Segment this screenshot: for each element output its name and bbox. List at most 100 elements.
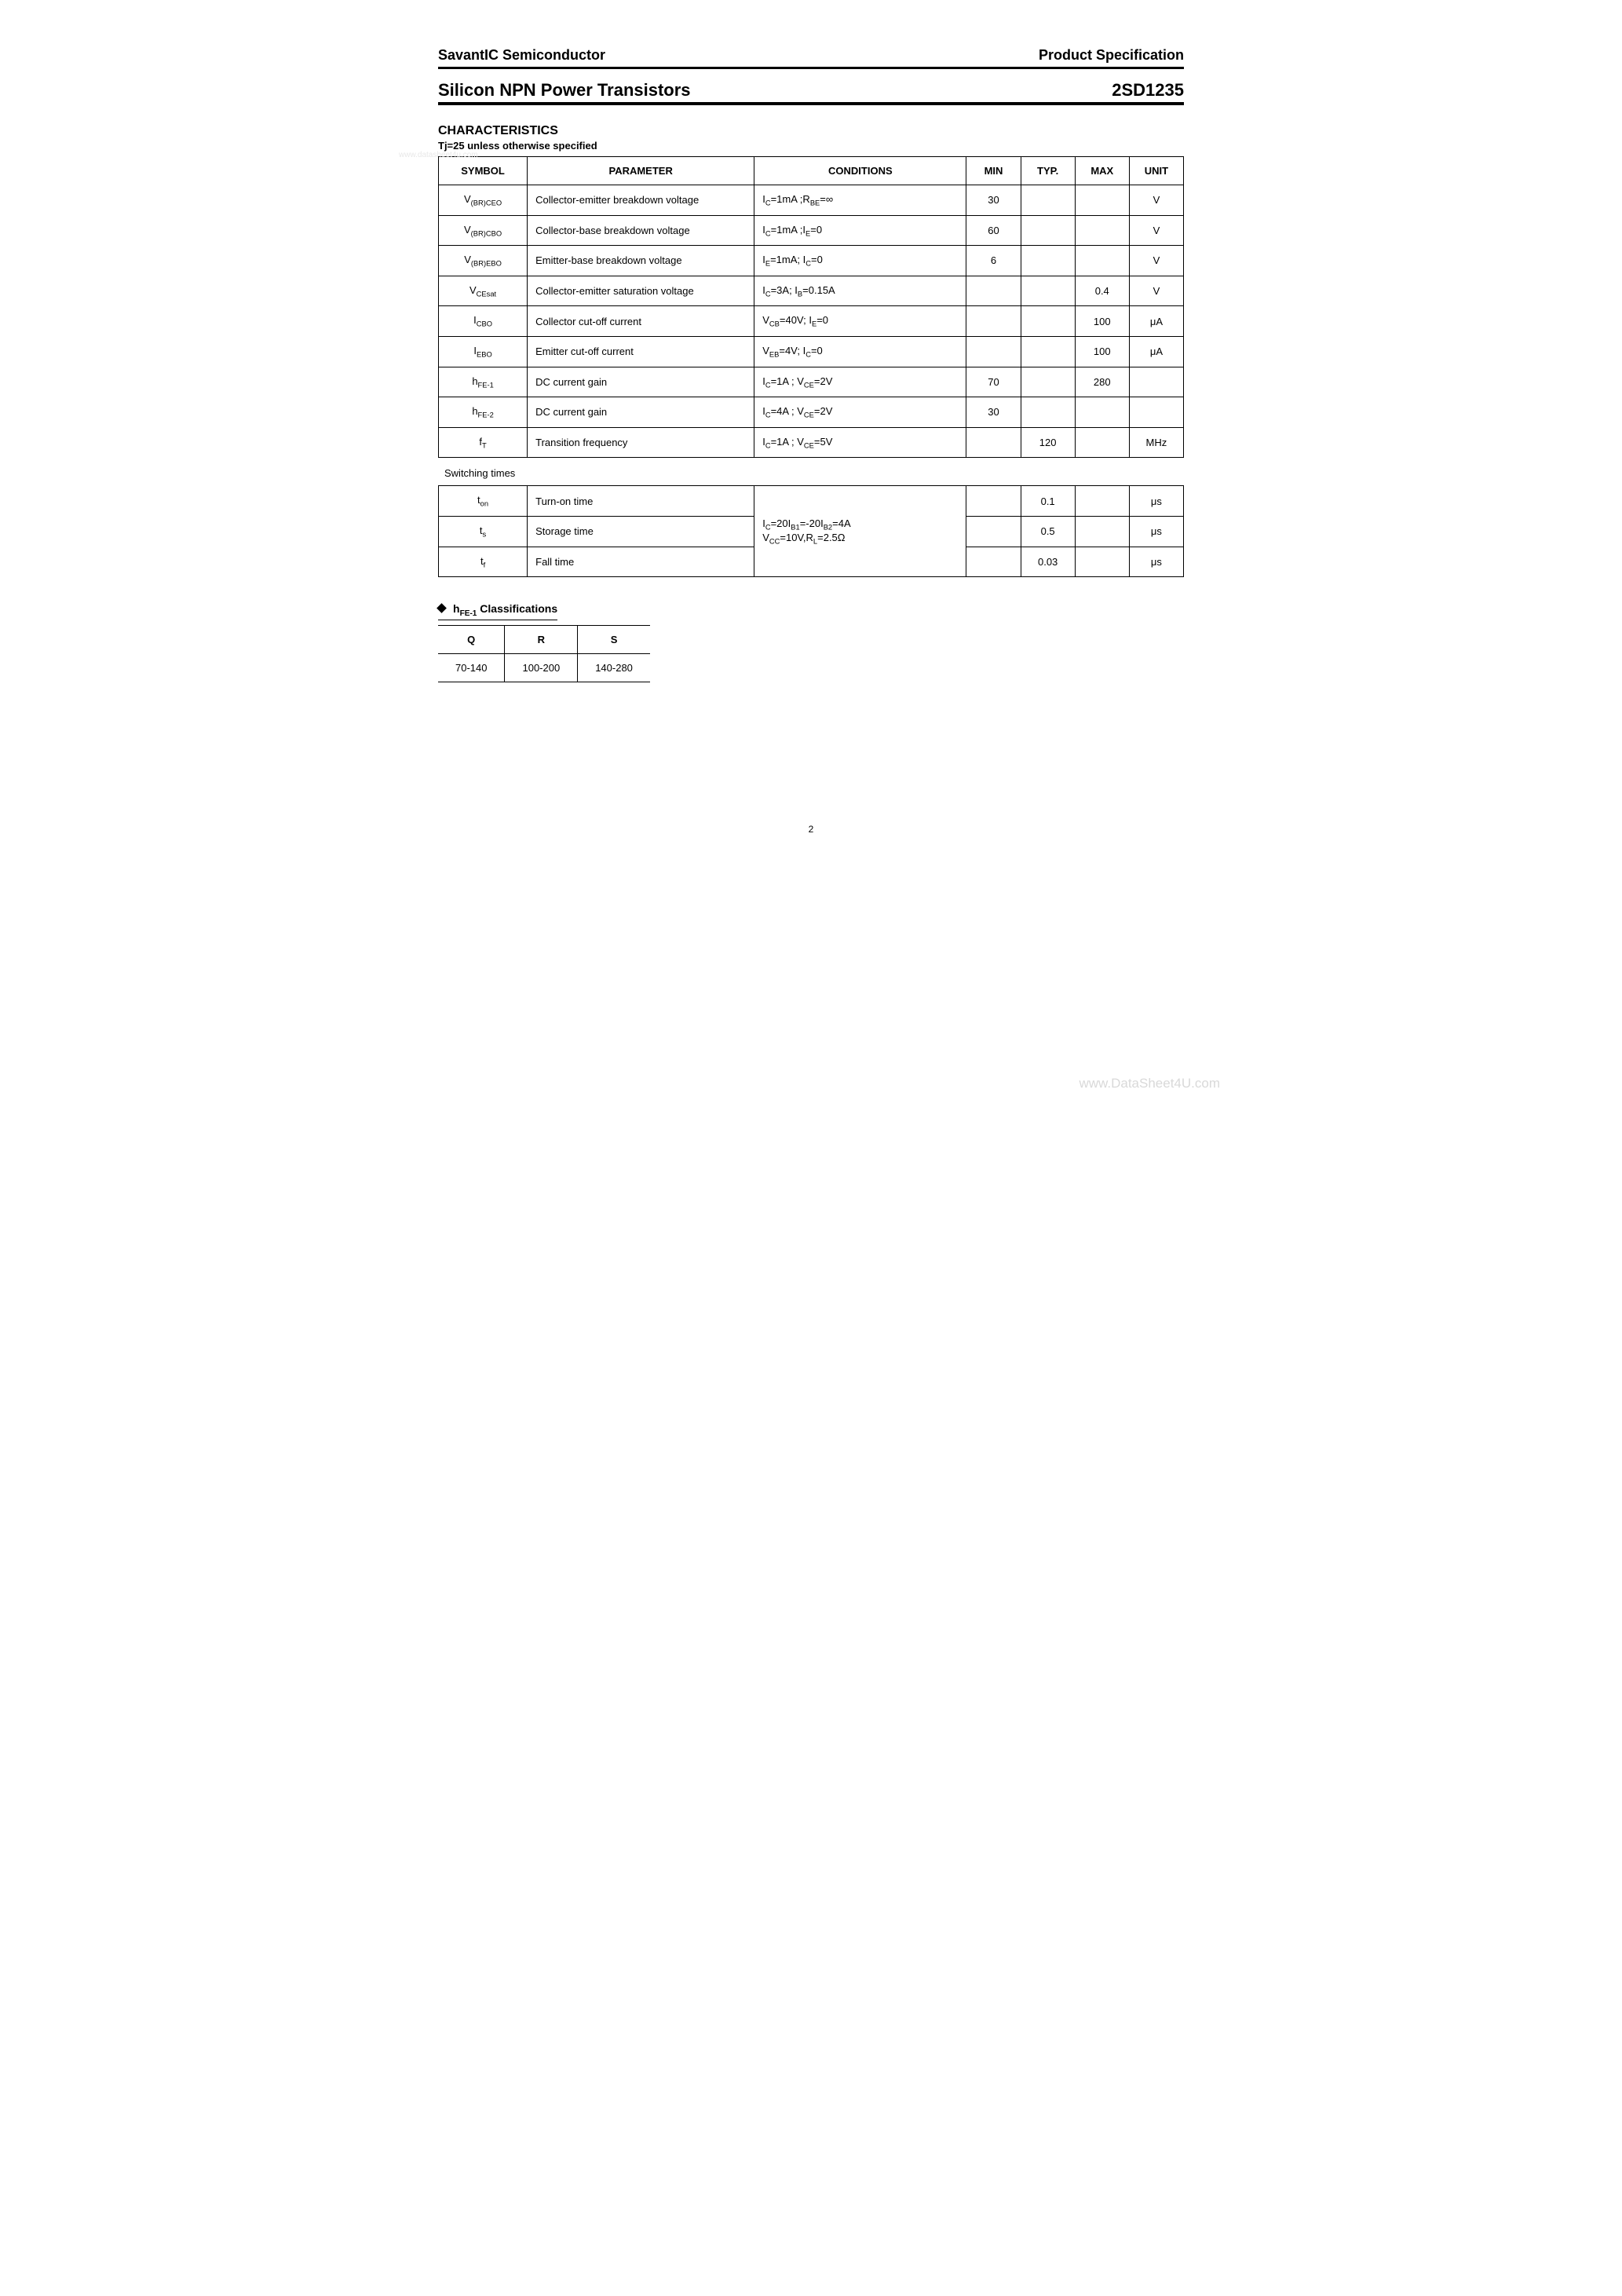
table-row: VCEsatCollector-emitter saturation volta… bbox=[439, 276, 1184, 306]
cell-typ bbox=[1021, 397, 1075, 428]
cell-max bbox=[1075, 427, 1129, 458]
cell-unit: V bbox=[1129, 246, 1183, 276]
header-row: SavantIC Semiconductor Product Specifica… bbox=[438, 47, 1184, 64]
cell-typ bbox=[1021, 276, 1075, 306]
cell-symbol: tf bbox=[439, 547, 528, 577]
cls-header-cell: Q bbox=[438, 625, 505, 653]
th-symbol: SYMBOL bbox=[439, 157, 528, 185]
title-left: Silicon NPN Power Transistors bbox=[438, 80, 691, 101]
cell-unit: μA bbox=[1129, 306, 1183, 337]
cell-conditions: IE=1mA; IC=0 bbox=[754, 246, 966, 276]
cell-conditions: IC=4A ; VCE=2V bbox=[754, 397, 966, 428]
diamond-icon bbox=[437, 603, 447, 613]
cell-min bbox=[966, 427, 1021, 458]
cell-min bbox=[966, 336, 1021, 367]
cell-min bbox=[966, 547, 1021, 577]
cell-parameter: DC current gain bbox=[528, 397, 754, 428]
table-row: tonTurn-on timeIC=20IB1=-20IB2=4AVCC=10V… bbox=[439, 486, 1184, 517]
cell-conditions: VEB=4V; IC=0 bbox=[754, 336, 966, 367]
cell-max: 0.4 bbox=[1075, 276, 1129, 306]
cell-unit bbox=[1129, 367, 1183, 397]
table-row: IEBOEmitter cut-off currentVEB=4V; IC=0 1… bbox=[439, 336, 1184, 367]
cell-unit: μs bbox=[1129, 516, 1183, 547]
table-row: hFE-2DC current gainIC=4A ; VCE=2V30 bbox=[439, 397, 1184, 428]
th-conditions: CONDITIONS bbox=[754, 157, 966, 185]
cell-conditions: VCB=40V; IE=0 bbox=[754, 306, 966, 337]
header-company: SavantIC Semiconductor bbox=[438, 47, 605, 64]
cell-max bbox=[1075, 397, 1129, 428]
table-row: V(BR)CBOCollector-base breakdown voltage… bbox=[439, 215, 1184, 246]
cell-typ bbox=[1021, 306, 1075, 337]
cell-parameter: Emitter-base breakdown voltage bbox=[528, 246, 754, 276]
cell-max bbox=[1075, 246, 1129, 276]
characteristics-table: SYMBOL PARAMETER CONDITIONS MIN TYP. MAX… bbox=[438, 156, 1184, 458]
cell-unit: V bbox=[1129, 185, 1183, 216]
cell-unit: MHz bbox=[1129, 427, 1183, 458]
cell-min: 6 bbox=[966, 246, 1021, 276]
cell-conditions: IC=1A ; VCE=5V bbox=[754, 427, 966, 458]
cell-conditions: IC=20IB1=-20IB2=4AVCC=10V,RL=2.5Ω bbox=[754, 486, 966, 577]
cell-min: 70 bbox=[966, 367, 1021, 397]
switching-times-label: Switching times bbox=[438, 458, 1184, 485]
cell-typ: 120 bbox=[1021, 427, 1075, 458]
cell-min bbox=[966, 276, 1021, 306]
cell-unit: μs bbox=[1129, 486, 1183, 517]
cell-symbol: fT bbox=[439, 427, 528, 458]
th-typ: TYP. bbox=[1021, 157, 1075, 185]
cell-parameter: Collector-emitter saturation voltage bbox=[528, 276, 754, 306]
cell-min: 60 bbox=[966, 215, 1021, 246]
classifications-heading: hFE-1 Classifications bbox=[438, 602, 557, 620]
table-row: V(BR)EBOEmitter-base breakdown voltageIE… bbox=[439, 246, 1184, 276]
cell-typ: 0.5 bbox=[1021, 516, 1075, 547]
section-subheading: Tj=25 unless otherwise specified bbox=[438, 140, 1184, 152]
table-row: V(BR)CEOCollector-emitter breakdown volt… bbox=[439, 185, 1184, 216]
cell-parameter: Collector-emitter breakdown voltage bbox=[528, 185, 754, 216]
cell-max: 100 bbox=[1075, 306, 1129, 337]
cell-parameter: Turn-on time bbox=[528, 486, 754, 517]
cell-parameter: DC current gain bbox=[528, 367, 754, 397]
table-row: hFE-1DC current gainIC=1A ; VCE=2V70 280 bbox=[439, 367, 1184, 397]
cell-symbol: ts bbox=[439, 516, 528, 547]
cell-conditions: IC=1mA ;IE=0 bbox=[754, 215, 966, 246]
cell-typ bbox=[1021, 336, 1075, 367]
rule-top bbox=[438, 67, 1184, 69]
cell-unit: V bbox=[1129, 215, 1183, 246]
header-spec: Product Specification bbox=[1039, 47, 1184, 64]
cell-min bbox=[966, 516, 1021, 547]
cell-max: 100 bbox=[1075, 336, 1129, 367]
cls-header-cell: S bbox=[578, 625, 650, 653]
cls-header-row: QRS bbox=[438, 625, 650, 653]
cell-parameter: Storage time bbox=[528, 516, 754, 547]
cell-symbol: ICBO bbox=[439, 306, 528, 337]
cell-unit: μA bbox=[1129, 336, 1183, 367]
cell-symbol: IEBO bbox=[439, 336, 528, 367]
cell-max: 280 bbox=[1075, 367, 1129, 397]
cell-max bbox=[1075, 486, 1129, 517]
cell-symbol: hFE-2 bbox=[439, 397, 528, 428]
cell-symbol: V(BR)CBO bbox=[439, 215, 528, 246]
cell-parameter: Transition frequency bbox=[528, 427, 754, 458]
cell-parameter: Emitter cut-off current bbox=[528, 336, 754, 367]
cls-value-cell: 100-200 bbox=[505, 653, 578, 682]
th-unit: UNIT bbox=[1129, 157, 1183, 185]
cell-max bbox=[1075, 516, 1129, 547]
th-min: MIN bbox=[966, 157, 1021, 185]
cell-symbol: V(BR)EBO bbox=[439, 246, 528, 276]
cell-max bbox=[1075, 547, 1129, 577]
table-header-row: SYMBOL PARAMETER CONDITIONS MIN TYP. MAX… bbox=[439, 157, 1184, 185]
rule-title bbox=[438, 102, 1184, 105]
cell-unit: V bbox=[1129, 276, 1183, 306]
cell-max bbox=[1075, 185, 1129, 216]
cell-typ bbox=[1021, 185, 1075, 216]
watermark-bottom: www.DataSheet4U.com bbox=[1079, 1076, 1220, 1091]
th-parameter: PARAMETER bbox=[528, 157, 754, 185]
cell-typ bbox=[1021, 367, 1075, 397]
cell-min bbox=[966, 306, 1021, 337]
cell-symbol: hFE-1 bbox=[439, 367, 528, 397]
switching-table: tonTurn-on timeIC=20IB1=-20IB2=4AVCC=10V… bbox=[438, 485, 1184, 577]
cell-max bbox=[1075, 215, 1129, 246]
cls-header-cell: R bbox=[505, 625, 578, 653]
cell-parameter: Collector cut-off current bbox=[528, 306, 754, 337]
title-row: Silicon NPN Power Transistors 2SD1235 bbox=[438, 80, 1184, 101]
cell-conditions: IC=1A ; VCE=2V bbox=[754, 367, 966, 397]
